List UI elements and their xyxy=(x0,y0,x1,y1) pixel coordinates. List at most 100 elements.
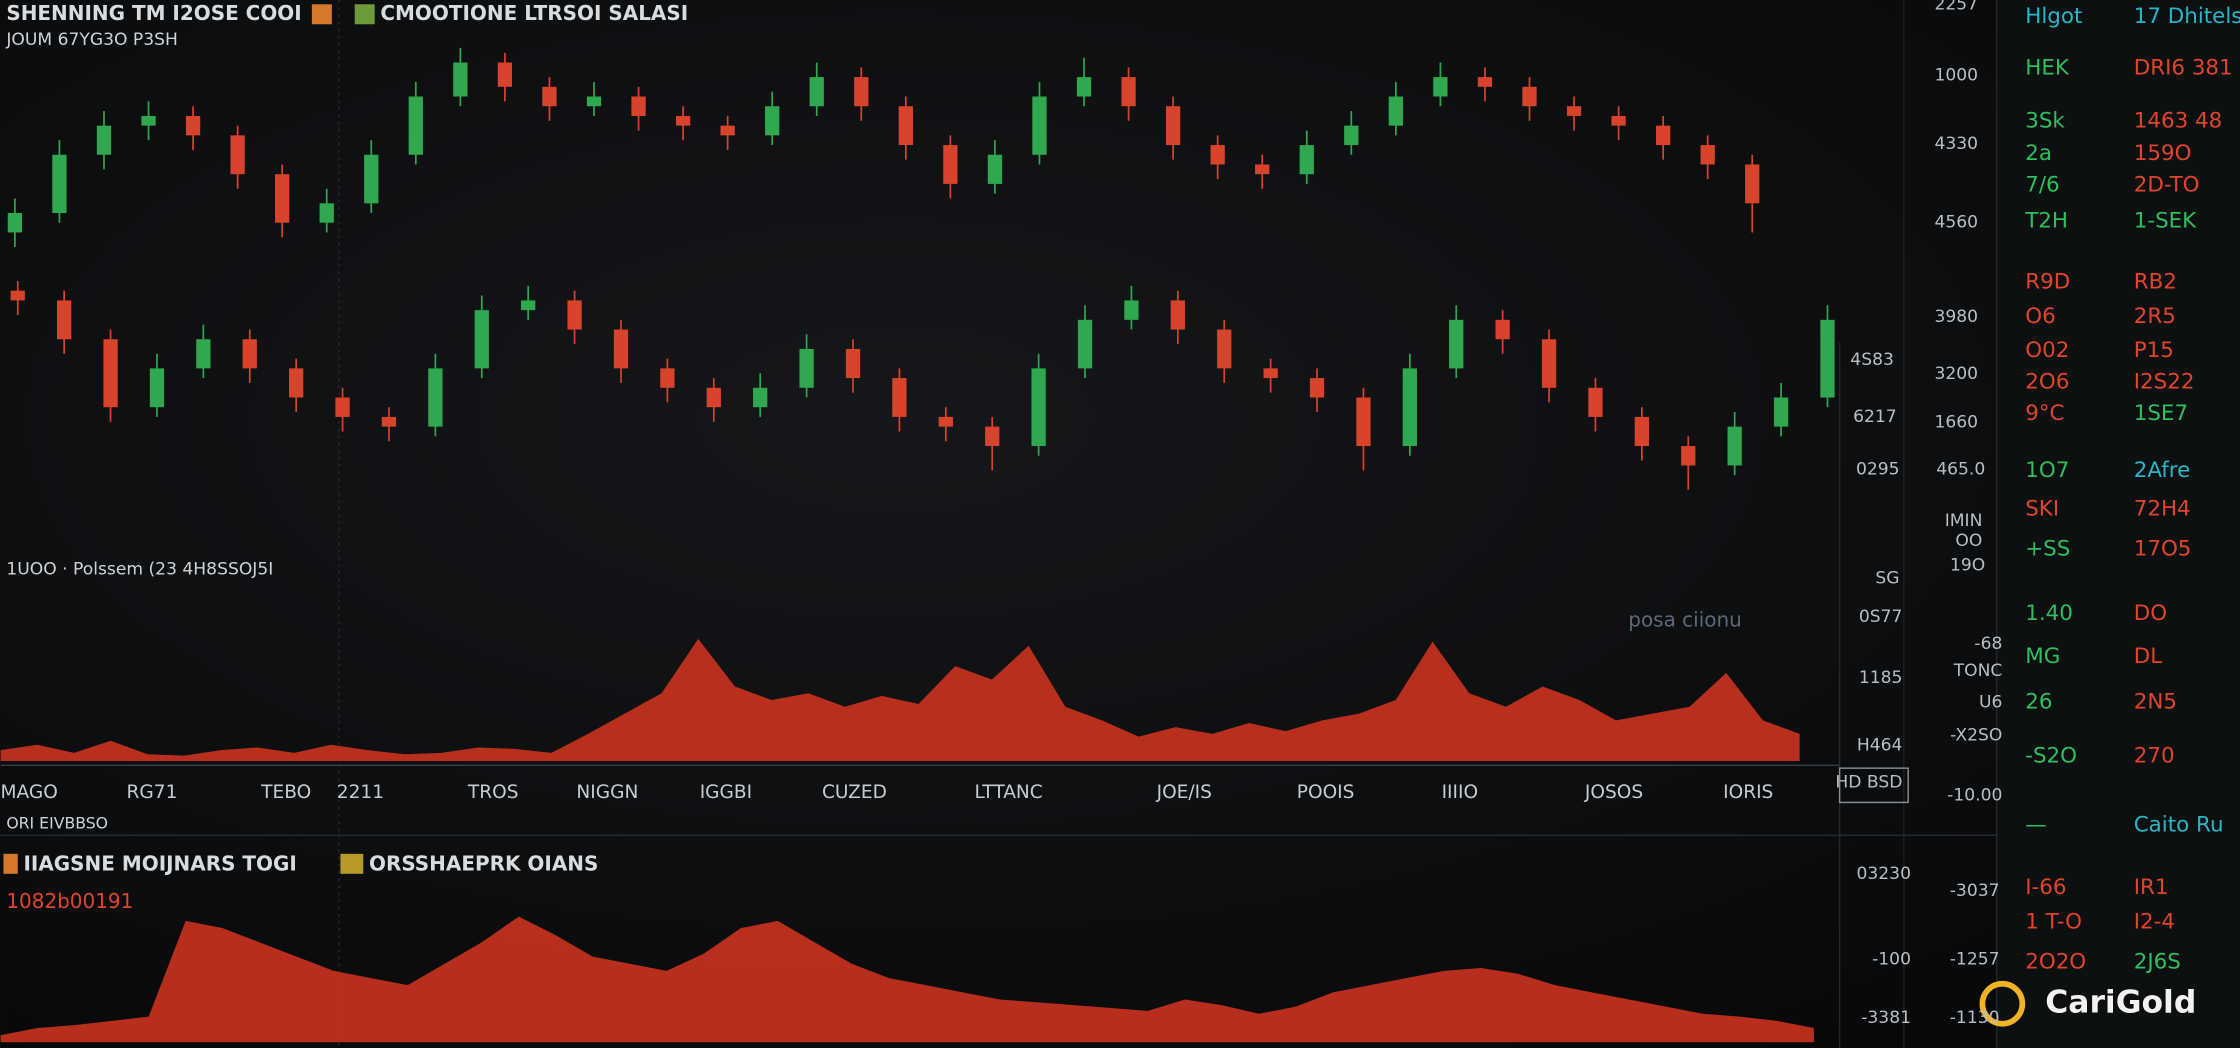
candle-body xyxy=(943,145,958,184)
candle-body xyxy=(10,290,25,301)
candle-body xyxy=(1402,368,1417,447)
candle-body xyxy=(1388,96,1403,126)
panel-title: ORSSHAEPRK OIANS xyxy=(369,852,598,876)
ticker-symbol: T2H xyxy=(2024,208,2068,233)
ticker-panel xyxy=(1996,0,2240,1048)
candle-body xyxy=(938,416,953,427)
axis-label: -X2SO xyxy=(1950,725,2002,745)
axis-label: H464 xyxy=(1857,735,1903,755)
candle-body xyxy=(141,115,156,126)
candle-body xyxy=(1655,125,1671,146)
axis-label: IMIN xyxy=(1945,511,1983,531)
ticker-symbol: Hlgot xyxy=(2025,4,2082,29)
ticker-symbol: -S2O xyxy=(2025,744,2077,769)
x-label: IORIS xyxy=(1723,782,1773,803)
ticker-symbol: +SS xyxy=(2025,537,2070,562)
candle-body xyxy=(453,62,468,97)
header-subtitle: JOUM 67YG3O P3SH xyxy=(5,30,178,50)
candle-body xyxy=(57,300,72,340)
panel-code: 1082b00191 xyxy=(6,889,133,913)
candle-body xyxy=(1477,77,1493,87)
axis-label: 6217 xyxy=(1853,407,1897,427)
candle-body xyxy=(1032,96,1047,155)
candle-body xyxy=(854,77,869,107)
ticker-value: 1-SEK xyxy=(2134,208,2197,233)
axis-label: 2257 xyxy=(1935,0,1979,14)
candle-body xyxy=(1495,319,1510,340)
candle-body xyxy=(631,96,646,116)
candle-body xyxy=(230,135,245,175)
x-sublabel: ORI EIVBBSO xyxy=(6,813,108,832)
ticker-value: 1SE7 xyxy=(2134,401,2188,426)
candle-body xyxy=(1681,446,1696,466)
candle-body xyxy=(706,387,721,408)
x-label: 2211 xyxy=(337,782,384,803)
ticker-symbol: 1 T-O xyxy=(2025,909,2082,934)
area xyxy=(0,916,1814,1043)
candle-body xyxy=(7,213,23,233)
icon xyxy=(340,853,364,874)
x-label: RG71 xyxy=(127,782,178,803)
axis-label: 1185 xyxy=(1859,668,1903,688)
axis-label: SG xyxy=(1875,568,1899,588)
candle-body xyxy=(613,329,629,369)
ticker-value: I2-4 xyxy=(2134,909,2175,934)
ticker-value: RB2 xyxy=(2134,270,2177,295)
x-label: POOIS xyxy=(1297,782,1355,803)
ticker-value: Caito Ru xyxy=(2134,812,2224,837)
x-label: IGGBI xyxy=(700,782,752,803)
candle-body xyxy=(289,368,304,398)
candle-body xyxy=(987,154,1003,184)
candle-body xyxy=(185,115,201,136)
x-label: TEBO xyxy=(260,782,311,803)
ticker-symbol: O6 xyxy=(2025,304,2055,329)
candle-body xyxy=(765,106,780,136)
ticker-symbol: 2O6 xyxy=(2025,370,2069,395)
axis-label: 03230 xyxy=(1857,864,1911,884)
ticker-value: 17 Dhitelsr xyxy=(2134,4,2240,29)
ticker-symbol: HEK xyxy=(2025,56,2070,81)
header-title: SHENNING TM I2OSE COOI xyxy=(6,1,301,25)
area xyxy=(0,638,1800,762)
candle-body xyxy=(1566,106,1582,116)
x-label: LTTANC xyxy=(975,782,1043,803)
ticker-symbol: O02 xyxy=(2025,338,2069,363)
axis-label: 1000 xyxy=(1935,66,1979,86)
ticker-value: 270 xyxy=(2134,744,2175,769)
x-label: JOSOS xyxy=(1584,782,1643,803)
candle-body xyxy=(1076,77,1092,97)
candle-body xyxy=(1344,125,1359,146)
axis-label: -1130 xyxy=(1950,1008,2000,1028)
icon xyxy=(354,4,375,25)
x-label: JOE/IS xyxy=(1156,782,1212,803)
candle-body xyxy=(335,397,350,417)
axis-label: 0295 xyxy=(1856,460,1900,480)
ticker-value: 2J6S xyxy=(2134,949,2181,974)
candle-body xyxy=(1165,106,1181,146)
candle-body xyxy=(985,426,1000,447)
ticker-symbol: — xyxy=(2025,812,2046,837)
x-label: TROS xyxy=(467,782,519,803)
candle-body xyxy=(1588,387,1603,417)
candle-body xyxy=(892,378,907,417)
icon xyxy=(3,853,18,874)
ticker-value: 72H4 xyxy=(2134,497,2191,522)
candle-body xyxy=(1217,329,1232,369)
ticker-symbol: R9D xyxy=(2025,270,2070,295)
candle-body xyxy=(474,310,489,369)
candle-body xyxy=(1820,319,1835,398)
axis-label: -3037 xyxy=(1950,881,2000,901)
candle-body xyxy=(319,203,334,223)
ticker-value: 1463 48 xyxy=(2134,108,2223,133)
candle-body xyxy=(1773,397,1789,427)
x-label: CUZED xyxy=(822,782,887,803)
candle-body xyxy=(845,348,861,379)
candle-body xyxy=(1611,115,1626,126)
axis-label: 19O xyxy=(1950,555,1985,575)
candle-body xyxy=(720,125,735,136)
candle-body xyxy=(586,96,602,107)
ticker-value: 2N5 xyxy=(2134,689,2177,714)
candle-body xyxy=(1433,77,1448,97)
brand-name: CariGold xyxy=(2045,985,2196,1021)
